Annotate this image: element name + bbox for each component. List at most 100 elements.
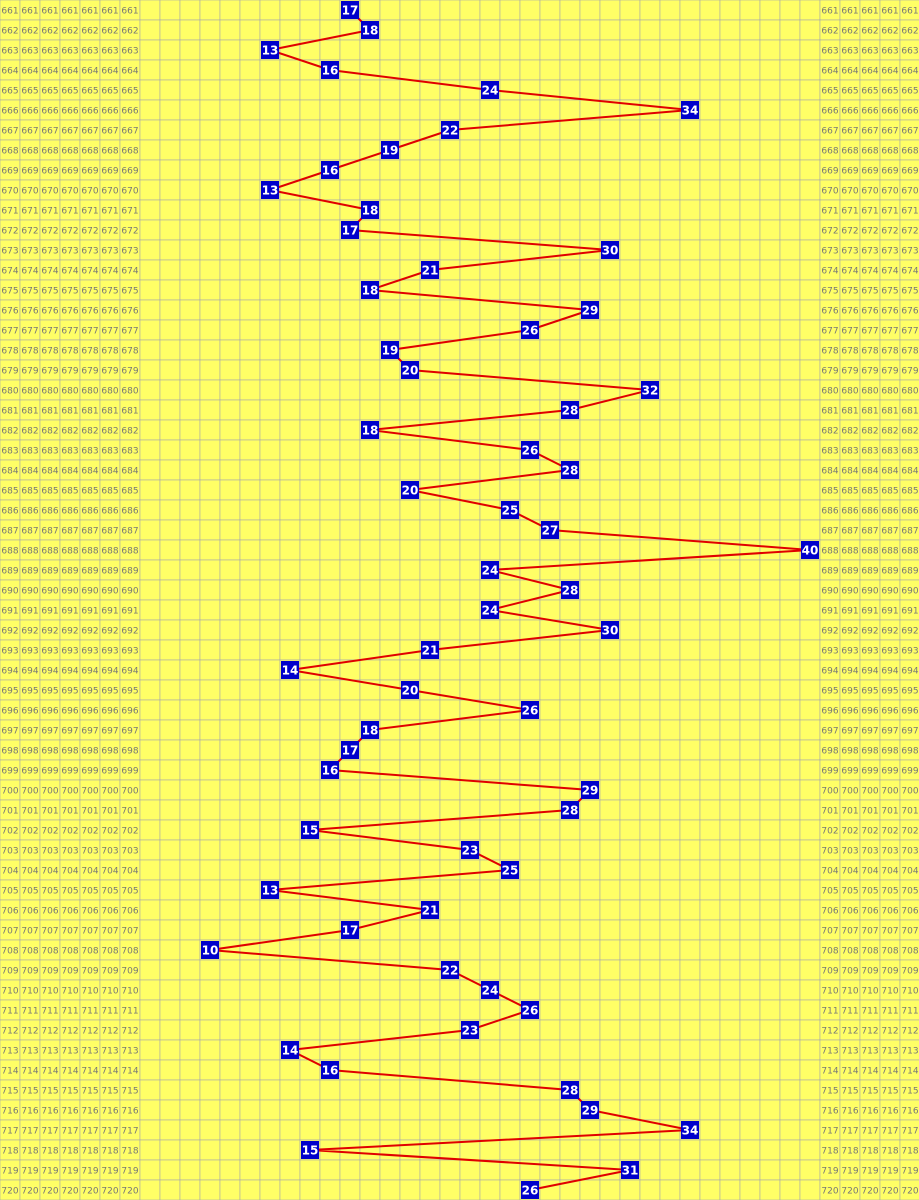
cell bbox=[259, 0, 281, 21]
cell bbox=[779, 819, 801, 841]
cell bbox=[719, 1179, 741, 1200]
cell bbox=[579, 479, 601, 501]
cell bbox=[579, 459, 601, 481]
period-label: 667 bbox=[1, 127, 18, 137]
period-label: 706 bbox=[81, 907, 98, 917]
cell bbox=[239, 339, 261, 361]
period-label: 702 bbox=[1, 827, 18, 837]
cell bbox=[479, 879, 501, 901]
cell bbox=[279, 419, 301, 441]
cell bbox=[639, 879, 661, 901]
cell bbox=[339, 239, 361, 261]
cell bbox=[139, 319, 161, 341]
cell bbox=[619, 719, 641, 741]
cell bbox=[359, 0, 381, 21]
period-label: 677 bbox=[861, 327, 878, 337]
cell bbox=[679, 779, 701, 801]
cell bbox=[679, 319, 701, 341]
hit-box bbox=[521, 321, 539, 339]
period-label: 704 bbox=[821, 867, 838, 877]
hit-number: 28 bbox=[562, 464, 579, 478]
period-label: 666 bbox=[61, 107, 78, 117]
hit-box bbox=[381, 141, 399, 159]
cell bbox=[739, 619, 761, 641]
period-label: 676 bbox=[821, 307, 838, 317]
cell bbox=[759, 979, 781, 1001]
period-label: 684 bbox=[41, 467, 58, 477]
cell bbox=[419, 939, 441, 961]
cell bbox=[419, 1099, 441, 1121]
cell bbox=[439, 659, 461, 681]
period-label: 662 bbox=[81, 27, 98, 37]
period-label: 673 bbox=[901, 247, 918, 257]
period-label: 690 bbox=[861, 587, 878, 597]
cell bbox=[479, 299, 501, 321]
cell bbox=[779, 639, 801, 661]
cell bbox=[159, 119, 181, 141]
cell bbox=[359, 939, 381, 961]
period-label: 670 bbox=[21, 187, 38, 197]
cell bbox=[659, 79, 681, 101]
cell bbox=[619, 979, 641, 1001]
cell bbox=[499, 759, 521, 781]
cell bbox=[439, 99, 461, 121]
hit-number: 26 bbox=[522, 1184, 539, 1198]
cell bbox=[179, 679, 201, 701]
period-label: 717 bbox=[81, 1127, 98, 1137]
cell bbox=[479, 1059, 501, 1081]
period-label: 709 bbox=[61, 967, 78, 977]
cell bbox=[259, 679, 281, 701]
period-label: 720 bbox=[901, 1187, 918, 1197]
period-label: 692 bbox=[881, 627, 898, 637]
cell bbox=[579, 439, 601, 461]
period-label: 678 bbox=[61, 347, 78, 357]
cell bbox=[679, 19, 701, 41]
cell bbox=[319, 179, 341, 201]
cell bbox=[419, 1159, 441, 1181]
cell bbox=[159, 219, 181, 241]
cell bbox=[459, 1119, 481, 1141]
cell bbox=[379, 659, 401, 681]
cell bbox=[619, 579, 641, 601]
period-label: 681 bbox=[901, 407, 918, 417]
cell bbox=[799, 819, 821, 841]
cell bbox=[779, 319, 801, 341]
cell bbox=[139, 379, 161, 401]
cell bbox=[759, 999, 781, 1021]
period-label: 678 bbox=[881, 347, 898, 357]
hit-number: 28 bbox=[562, 404, 579, 418]
cell bbox=[399, 1039, 421, 1061]
cell bbox=[499, 619, 521, 641]
cell bbox=[559, 499, 581, 521]
cell bbox=[259, 819, 281, 841]
hit-number: 28 bbox=[562, 804, 579, 818]
period-label: 683 bbox=[901, 447, 918, 457]
cell bbox=[239, 879, 261, 901]
cell bbox=[159, 759, 181, 781]
cell bbox=[399, 999, 421, 1021]
cell bbox=[799, 719, 821, 741]
period-label: 695 bbox=[81, 687, 98, 697]
cell bbox=[179, 1059, 201, 1081]
cell bbox=[239, 579, 261, 601]
cell bbox=[379, 779, 401, 801]
cell bbox=[759, 179, 781, 201]
cell bbox=[379, 999, 401, 1021]
hit-box bbox=[281, 1041, 299, 1059]
cell bbox=[499, 19, 521, 41]
cell bbox=[299, 639, 321, 661]
period-label: 662 bbox=[1, 27, 18, 37]
cell bbox=[239, 219, 261, 241]
cell bbox=[699, 59, 721, 81]
cell bbox=[699, 679, 721, 701]
cell bbox=[659, 859, 681, 881]
cell bbox=[719, 519, 741, 541]
cell bbox=[319, 679, 341, 701]
cell bbox=[439, 699, 461, 721]
cell bbox=[699, 599, 721, 621]
period-label: 712 bbox=[41, 1027, 58, 1037]
cell bbox=[459, 719, 481, 741]
cell bbox=[299, 779, 321, 801]
period-label: 713 bbox=[901, 1047, 918, 1057]
cell bbox=[159, 599, 181, 621]
